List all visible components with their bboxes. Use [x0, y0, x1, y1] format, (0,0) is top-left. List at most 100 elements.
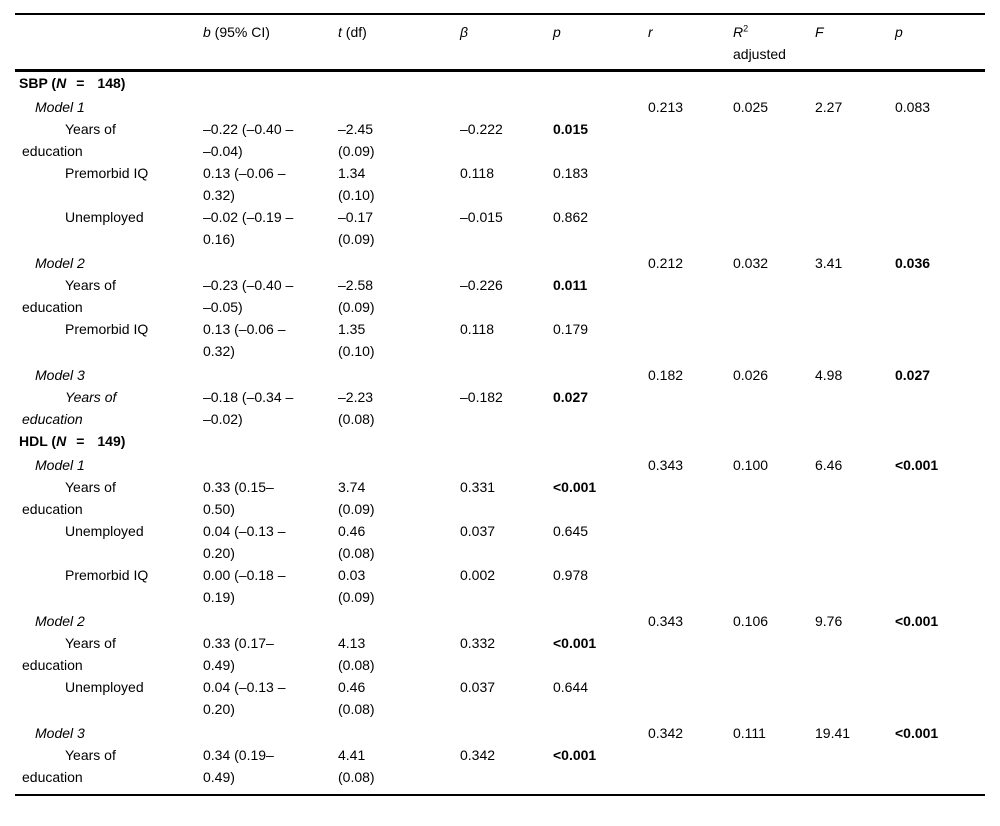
header-superscript: 2: [743, 23, 749, 34]
empty-cell: [815, 744, 895, 788]
header-symbol: F: [815, 24, 824, 40]
empty-cell: [815, 118, 895, 162]
b-ci-value-line: 0.20): [203, 701, 235, 717]
model-label: Model 3: [15, 722, 203, 744]
t-df-value: 0.46 (0.08): [338, 520, 460, 564]
p-value: 0.015: [553, 118, 648, 162]
table-bottom-rule: [15, 794, 985, 796]
empty-cell: [338, 430, 460, 452]
t-df-value-line: 0.03: [338, 567, 366, 583]
empty-cell: [815, 632, 895, 676]
empty-cell: [733, 386, 815, 430]
t-df-value-line: (0.08): [338, 545, 375, 561]
beta-value-text: 0.332: [460, 635, 496, 651]
t-df-value-line: 1.34: [338, 165, 366, 181]
empty-cell: [553, 610, 648, 632]
model-p-value: <0.001: [895, 610, 985, 632]
empty-cell: [553, 252, 648, 274]
model-row: Model 3 0.182 0.026 4.98 0.027: [15, 364, 985, 386]
f-value-text: 19.41: [815, 725, 851, 741]
b-ci-value-line: 0.20): [203, 545, 235, 561]
column-header-f: F: [815, 21, 895, 65]
f-value-text: 2.27: [815, 99, 843, 115]
p-value: 0.978: [553, 564, 648, 608]
column-header-line2: adjusted: [733, 46, 786, 62]
p-value-text: <0.001: [553, 479, 597, 495]
t-df-value-line: (0.08): [338, 701, 375, 717]
row-label-line: Years of: [65, 747, 116, 763]
section-prefix: SBP (: [19, 75, 57, 91]
t-df-value-line: 4.41: [338, 747, 366, 763]
beta-value: –0.226: [460, 274, 553, 318]
b-ci-value-line: 0.32): [203, 343, 235, 359]
row-label: Unemployed: [15, 520, 203, 564]
b-ci-value-line: –0.22 (–0.40 –: [203, 121, 294, 137]
row-label-line: Unemployed: [65, 679, 144, 695]
p-value-text: <0.001: [553, 635, 597, 651]
empty-cell: [733, 632, 815, 676]
row-label-line: Premorbid IQ: [65, 321, 149, 337]
t-df-value-line: (0.09): [338, 143, 375, 159]
section-header-row: SBP (N = 148): [15, 72, 985, 94]
p-value: 0.644: [553, 676, 648, 720]
empty-cell: [203, 722, 338, 744]
model-label-text: Model 1: [35, 457, 85, 473]
empty-cell: [815, 476, 895, 520]
r2-adjusted-value-text: 0.026: [733, 367, 769, 383]
section-n-symbol: N: [56, 433, 67, 449]
model-p-value-text: <0.001: [895, 457, 939, 473]
empty-cell: [895, 476, 985, 520]
empty-cell: [648, 564, 733, 608]
empty-cell: [648, 274, 733, 318]
b-ci-value: 0.00 (–0.18 – 0.19): [203, 564, 338, 608]
p-value-text: 0.644: [553, 679, 589, 695]
p-value-text: 0.179: [553, 321, 589, 337]
t-df-value-line: –2.23: [338, 389, 374, 405]
predictor-row: Years of education –0.23 (–0.40 – –0.05) –2.…: [15, 274, 985, 318]
column-header-r: r: [648, 21, 733, 65]
column-header-text: r: [648, 21, 733, 43]
b-ci-value-line: –0.23 (–0.40 –: [203, 277, 294, 293]
b-ci-value-line: –0.02 (–0.19 –: [203, 209, 294, 225]
t-df-value: –2.58 (0.09): [338, 274, 460, 318]
t-df-value-line: (0.08): [338, 769, 375, 785]
r2-adjusted-value-text: 0.025: [733, 99, 769, 115]
f-value: 3.41: [815, 252, 895, 274]
beta-value-text: 0.118: [460, 165, 494, 181]
b-ci-value-line: –0.05): [203, 299, 243, 315]
r-value: 0.182: [648, 364, 733, 386]
beta-value-text: 0.331: [460, 479, 496, 495]
empty-cell: [733, 676, 815, 720]
f-value-text: 9.76: [815, 613, 843, 629]
predictor-row: Unemployed 0.04 (–0.13 –0.20) 0.46 (0.08) 0.…: [15, 520, 985, 564]
b-ci-value: 0.04 (–0.13 – 0.20): [203, 676, 338, 720]
predictor-row: Premorbid IQ 0.00 (–0.18 – 0.19) 0.03 (0.09)…: [15, 564, 985, 608]
section-equals: =: [76, 433, 85, 449]
t-df-value-line: –2.45: [338, 121, 374, 137]
empty-cell: [648, 206, 733, 250]
f-value: 2.27: [815, 96, 895, 118]
b-ci-value-line: 0.49): [203, 657, 235, 673]
row-label-line: Premorbid IQ: [65, 165, 149, 181]
t-df-value: 3.74 (0.09): [338, 476, 460, 520]
column-header-beta: β: [460, 21, 553, 65]
t-df-value-line: (0.09): [338, 231, 375, 247]
row-label: Premorbid IQ: [15, 564, 203, 608]
p-value-text: 0.978: [553, 567, 589, 583]
r2-adjusted-value: 0.100: [733, 454, 815, 476]
r-value-text: 0.213: [648, 99, 684, 115]
table-header-rule: [15, 69, 985, 72]
model-label-text: Model 1: [35, 99, 85, 115]
t-df-value: 1.35 (0.10): [338, 318, 460, 362]
beta-value-text: –0.182: [460, 389, 503, 405]
empty-cell: [203, 454, 338, 476]
r-value: 0.342: [648, 722, 733, 744]
beta-value-text: 0.118: [460, 321, 494, 337]
r-value-text: 0.212: [648, 255, 684, 271]
column-header-text: p: [895, 21, 985, 43]
column-header-text: p: [553, 21, 648, 43]
t-df-value-line: (0.09): [338, 589, 375, 605]
column-header-text: F: [815, 21, 895, 43]
t-df-value-line: 1.35: [338, 321, 366, 337]
table-body: SBP (N = 148) Model 1 0.213 0.025 2.27 0.083 Yea…: [15, 72, 985, 788]
